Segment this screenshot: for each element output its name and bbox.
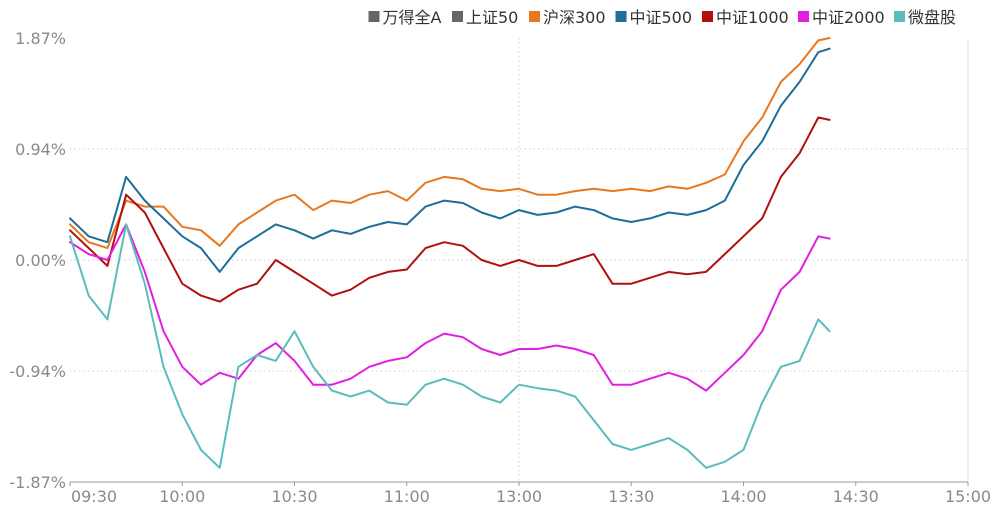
legend-label: 中证1000 [716,8,789,27]
legend-swatch [702,11,713,22]
legend-label: 中证500 [630,8,693,27]
y-tick-label: -1.87% [9,473,66,492]
axis-layer: 1.87% 0.94% 0.00% -0.94% -1.87% 09:30 10:00 10:… [9,29,991,506]
legend-label: 上证50 [466,8,518,27]
x-tick-label: 14:30 [833,487,879,506]
x-tick-label: 10:30 [271,487,317,506]
legend-swatch [615,11,627,22]
legend-swatch [529,11,540,22]
series-line-4 [69,116,831,303]
y-tick-label: 0.94% [15,140,66,159]
series-line-3 [69,47,831,273]
y-tick-label: -0.94% [9,362,66,381]
legend-label: 万得全A [383,8,442,27]
legend-swatch [452,11,463,22]
series-line-5 [69,223,831,392]
x-tick-label: 10:00 [159,487,205,506]
legend: 万得全A 上证50 沪深300 中证500 中证1000 中证2000 微盘股 [368,8,956,27]
series-line-2 [69,37,831,250]
legend-swatch [894,11,905,22]
series-layer [69,37,831,469]
y-tick-label: 0.00% [15,251,66,270]
legend-swatch [798,11,809,22]
legend-label: 中证2000 [812,8,885,27]
y-tick-label: 1.87% [15,29,66,48]
x-tick-label: 13:00 [496,487,542,506]
legend-label: 微盘股 [908,8,956,27]
x-tick-label: 13:30 [608,487,654,506]
legend-label: 沪深300 [543,8,606,27]
x-tick-label: 15:00 [945,487,991,506]
series-line-6 [69,223,831,469]
legend-swatch [368,11,380,22]
x-tick-label: 11:00 [384,487,430,506]
x-tick-label: 09:30 [71,487,117,506]
x-tick-label: 14:00 [720,487,766,506]
